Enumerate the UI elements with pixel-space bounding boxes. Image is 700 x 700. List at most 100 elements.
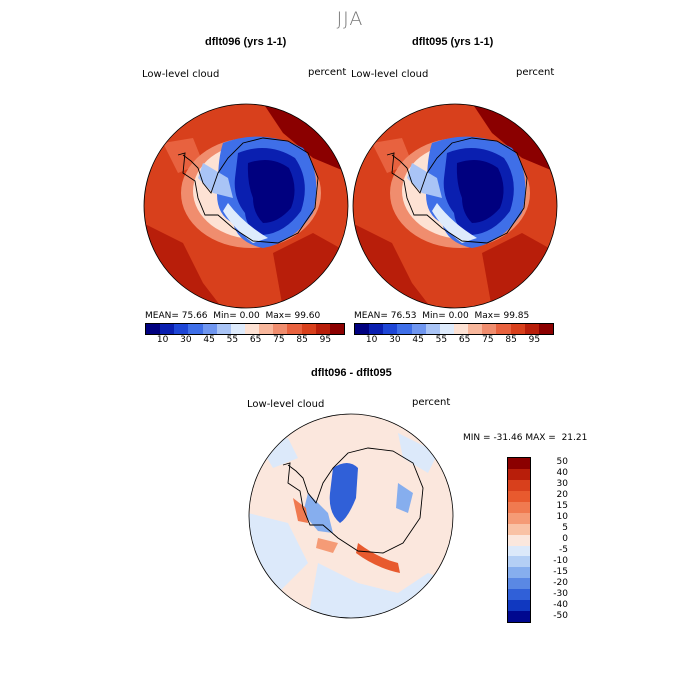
colorbar-tick-label: 85 bbox=[505, 335, 517, 345]
colorbar-swatch bbox=[160, 324, 175, 334]
colorbar-swatch bbox=[510, 324, 525, 334]
panel2-field-label: Low-level cloud bbox=[351, 69, 429, 80]
colorbar-swatch bbox=[383, 324, 398, 334]
diff-colorbar-tick-label: -50 bbox=[553, 610, 568, 621]
colorbar-swatch bbox=[188, 324, 203, 334]
colorbar-swatch bbox=[355, 324, 370, 334]
mean-label: MEAN= bbox=[354, 311, 388, 321]
colorbar-tick-label: 55 bbox=[226, 335, 239, 345]
panel1-field-label: Low-level cloud bbox=[142, 69, 220, 80]
min-value: 0.00 bbox=[448, 311, 469, 321]
colorbar-tick-label: 85 bbox=[296, 335, 308, 345]
colorbar-tick-label: 75 bbox=[273, 335, 285, 345]
colorbar-swatch bbox=[202, 324, 217, 334]
colorbar-swatch bbox=[315, 324, 330, 334]
diff-colorbar-ticks: 50 40 30 20 15 10 5 0 -5 -10 -15 -20 -30 -40 -50 bbox=[476, 457, 568, 621]
colorbar-tick-label: 45 bbox=[203, 335, 215, 345]
colorbar-tick-label: 65 bbox=[249, 335, 262, 345]
diff-colorbar-swatch bbox=[508, 468, 530, 480]
diff-colorbar-tick-label: 30 bbox=[556, 479, 568, 490]
panel1-title: dflt096 (yrs 1-1) bbox=[205, 36, 287, 48]
diff-colorbar-tick-label: 40 bbox=[556, 468, 568, 479]
diff-colorbar-swatch bbox=[508, 611, 530, 623]
diff-colorbar-swatch bbox=[508, 534, 530, 546]
diff-min-label: MIN = bbox=[463, 433, 491, 443]
colorbar-swatch bbox=[439, 324, 454, 334]
diff-colorbar-tick-label: 20 bbox=[556, 490, 568, 501]
diff-colorbar-swatch bbox=[508, 523, 530, 535]
diff-colorbar-tick-label: 50 bbox=[556, 457, 568, 468]
diff-colorbar-swatch bbox=[508, 501, 530, 513]
diff-colorbar-swatch bbox=[508, 578, 530, 590]
colorbar-swatch bbox=[146, 324, 161, 334]
diff-colorbar-swatch bbox=[508, 458, 530, 469]
colorbar-swatch bbox=[230, 324, 245, 334]
panel2-units-label: percent bbox=[516, 67, 555, 78]
min-label: Min= bbox=[213, 311, 237, 321]
diff-colorbar-tick-label: -20 bbox=[553, 577, 568, 588]
colorbar-swatch bbox=[259, 324, 274, 334]
diff-field-label: Low-level cloud bbox=[247, 399, 325, 410]
colorbar-tick-label: 75 bbox=[482, 335, 494, 345]
panel1-units-label: percent bbox=[308, 67, 347, 78]
panel1-colorbar: 10 30 45 55 65 75 85 95 bbox=[145, 323, 345, 347]
colorbar-tick-label: 55 bbox=[435, 335, 448, 345]
colorbar-swatch bbox=[482, 324, 497, 334]
diff-colorbar-swatch bbox=[508, 490, 530, 502]
diff-colorbar-tick-label: -5 bbox=[559, 544, 568, 555]
diff-colorbar-tick-label: 15 bbox=[556, 501, 568, 512]
diff-colorbar-tick-label: 5 bbox=[562, 523, 568, 534]
max-value: 99.60 bbox=[294, 311, 321, 321]
colorbar-swatch bbox=[329, 324, 344, 334]
mean-label: MEAN= bbox=[145, 311, 179, 321]
mean-value: 76.53 bbox=[390, 311, 417, 321]
colorbar-tick-label: 95 bbox=[528, 335, 541, 345]
diff-colorbar-tick-label: -40 bbox=[553, 599, 568, 610]
diff-colorbar-swatch bbox=[508, 545, 530, 557]
max-label: Max= bbox=[474, 311, 501, 321]
diff-min-value: -31.46 bbox=[493, 433, 523, 443]
panel2-colorbar: 10 30 45 55 65 75 85 95 bbox=[354, 323, 554, 347]
colorbar-tick-label: 10 bbox=[365, 335, 378, 345]
colorbar-swatch bbox=[397, 324, 412, 334]
colorbar-swatch bbox=[216, 324, 231, 334]
panel2-polar-map bbox=[352, 103, 558, 309]
season-title: JJA bbox=[336, 8, 364, 30]
colorbar-tick-label: 65 bbox=[458, 335, 471, 345]
mean-value: 75.66 bbox=[181, 311, 208, 321]
max-label: Max= bbox=[265, 311, 292, 321]
min-label: Min= bbox=[422, 311, 446, 321]
diff-colorbar-swatch bbox=[508, 567, 530, 579]
colorbar-tick-label: 30 bbox=[180, 335, 192, 345]
diff-colorbar-tick-label: -30 bbox=[553, 588, 568, 599]
colorbar-swatch bbox=[524, 324, 539, 334]
diff-max-value: 21.21 bbox=[561, 433, 588, 443]
colorbar-tick-label: 10 bbox=[156, 335, 169, 345]
colorbar-swatch bbox=[496, 324, 511, 334]
colorbar-swatch bbox=[301, 324, 316, 334]
colorbar-swatch bbox=[369, 324, 384, 334]
diff-minmax: MIN = -31.46 MAX = 21.21 bbox=[463, 433, 587, 443]
diff-colorbar bbox=[507, 457, 531, 623]
colorbar-tick-label: 30 bbox=[389, 335, 401, 345]
diff-colorbar-swatch bbox=[508, 556, 530, 568]
panel1-polar-map bbox=[143, 103, 349, 309]
panel2-stats: MEAN= 76.53 Min= 0.00 Max= 99.85 bbox=[354, 311, 529, 321]
panel1-stats: MEAN= 75.66 Min= 0.00 Max= 99.60 bbox=[145, 311, 320, 321]
colorbar-swatch bbox=[244, 324, 260, 334]
diff-colorbar-swatch bbox=[508, 589, 530, 601]
diff-units-label: percent bbox=[412, 397, 451, 408]
diff-colorbar-tick-label: -10 bbox=[553, 555, 568, 566]
panel2-title: dflt095 (yrs 1-1) bbox=[412, 36, 494, 48]
colorbar-swatch bbox=[174, 324, 189, 334]
diff-title: dflt096 - dflt095 bbox=[311, 367, 392, 379]
colorbar-swatch bbox=[273, 324, 288, 334]
diff-colorbar-swatch bbox=[508, 479, 530, 491]
diff-max-label: MAX = bbox=[525, 433, 556, 443]
diff-polar-map bbox=[248, 413, 454, 619]
max-value: 99.85 bbox=[503, 311, 530, 321]
colorbar-tick-label: 95 bbox=[319, 335, 332, 345]
colorbar-tick-label: 45 bbox=[412, 335, 424, 345]
diff-colorbar-swatch bbox=[508, 512, 530, 524]
diff-colorbar-tick-label: 0 bbox=[562, 534, 568, 544]
